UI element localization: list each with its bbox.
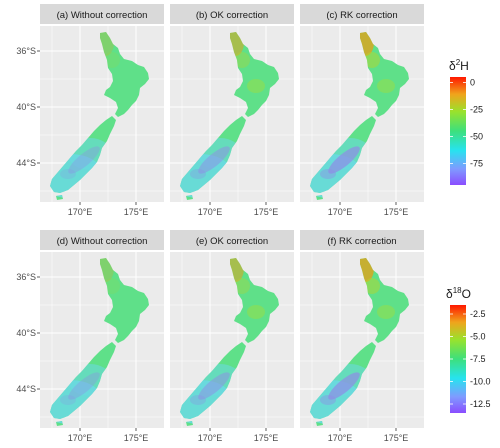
x-tick-170e: 170°E: [328, 207, 353, 217]
panel-label-f: (f) RK correction: [327, 236, 396, 247]
x-tick-175e: 175°E: [384, 433, 409, 443]
y-axis-top: 36°S 40°S 44°S: [16, 46, 40, 168]
panel-label-e: (e) OK correction: [196, 236, 268, 247]
legend-ticks-2h: 0 -25 -50 -75: [450, 77, 483, 168]
strip-bg: [300, 4, 424, 24]
panel-c: (c) RK correction: [300, 4, 424, 202]
strip-bg: [300, 230, 424, 250]
panel-label-b: (b) OK correction: [196, 10, 268, 21]
panel-e: (e) OK correction: [170, 230, 294, 428]
legend-delta-2h: δ2H 0 -25 -50 -75: [449, 58, 483, 185]
strip-bg: [40, 4, 164, 24]
x-tick-175e: 175°E: [254, 433, 279, 443]
legend-tick-label: -75: [470, 158, 483, 168]
panel-a: (a) Without correction: [40, 4, 164, 202]
x-tick-175e: 175°E: [384, 207, 409, 217]
legend-ticks-18o: -2.5 -5.0 -7.5 -10.0 -12.5: [450, 309, 491, 409]
y-tick-44s: 44°S: [16, 158, 36, 168]
legend-tick-label: -5.0: [470, 332, 486, 342]
x-tick-170e: 170°E: [198, 207, 223, 217]
y-tick-36s: 36°S: [16, 272, 36, 282]
x-axis-top: 170°E 175°E 170°E 175°E 170°E 175°E: [68, 202, 409, 217]
x-tick-170e: 170°E: [68, 433, 93, 443]
panel-d: (d) Without correction: [40, 230, 164, 428]
panel-label-c: (c) RK correction: [326, 10, 397, 21]
legend-title-18o: δ18O: [446, 286, 471, 301]
y-tick-40s: 40°S: [16, 102, 36, 112]
panel-b: (b) OK correction: [170, 4, 294, 202]
y-tick-36s: 36°S: [16, 46, 36, 56]
legend-tick-label: -10.0: [470, 377, 491, 387]
legend-tick-label: -12.5: [470, 399, 491, 409]
strip-bg: [170, 4, 294, 24]
legend-tick-label: -50: [470, 131, 483, 141]
colorbar-18o: [450, 305, 466, 413]
y-tick-40s: 40°S: [16, 328, 36, 338]
colorbar-2h: [450, 77, 466, 185]
x-tick-170e: 170°E: [328, 433, 353, 443]
x-tick-175e: 175°E: [254, 207, 279, 217]
x-tick-170e: 170°E: [198, 433, 223, 443]
strip-bg: [40, 230, 164, 250]
panel-label-d: (d) Without correction: [57, 236, 148, 247]
y-tick-44s: 44°S: [16, 384, 36, 394]
y-axis-bottom: 36°S 40°S 44°S: [16, 272, 40, 394]
x-axis-bottom: 170°E 175°E 170°E 175°E 170°E 175°E: [68, 428, 409, 443]
legend-title-2h: δ2H: [449, 58, 469, 73]
panel-f: (f) RK correction: [300, 230, 424, 428]
x-tick-175e: 175°E: [124, 207, 149, 217]
legend-delta-18o: δ18O -2.5 -5.0 -7.5 -10.0 -12.5: [446, 286, 491, 413]
strip-bg: [170, 230, 294, 250]
x-tick-170e: 170°E: [68, 207, 93, 217]
x-tick-175e: 175°E: [124, 433, 149, 443]
legend-tick-label: 0: [470, 77, 475, 87]
panel-label-a: (a) Without correction: [57, 10, 148, 21]
legend-tick-label: -25: [470, 104, 483, 114]
legend-tick-label: -2.5: [470, 309, 486, 319]
legend-tick-label: -7.5: [470, 354, 486, 364]
